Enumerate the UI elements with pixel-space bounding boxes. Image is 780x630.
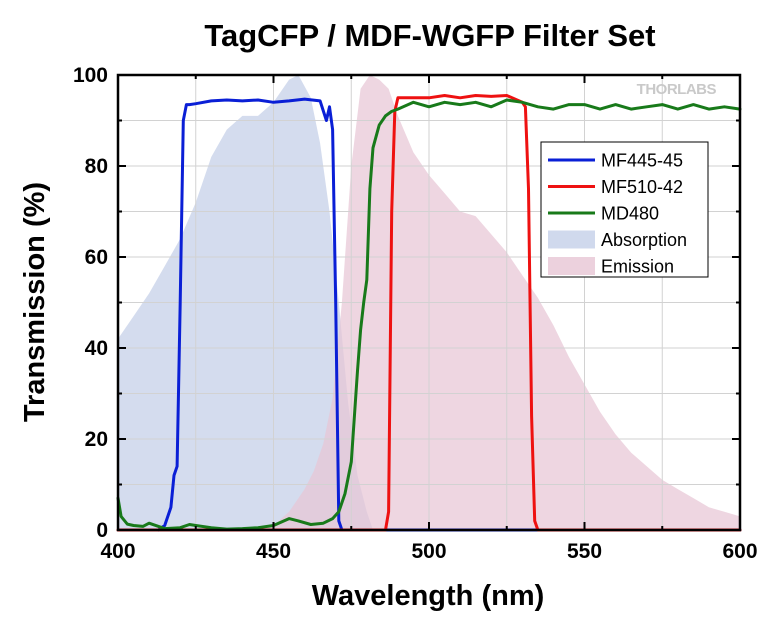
x-tick-label: 400 bbox=[100, 540, 135, 563]
emission-legend-swatch bbox=[548, 257, 595, 275]
x-tick-label: 600 bbox=[722, 540, 757, 563]
chart-title: TagCFP / MDF-WGFP Filter Set bbox=[204, 18, 655, 53]
md480-line bbox=[116, 98, 742, 531]
mf445-45-line bbox=[156, 97, 742, 532]
chart-legend: MF445-45 MF510-42 MD480 Absorption Emission bbox=[540, 141, 709, 278]
y-tick-label: 60 bbox=[85, 246, 108, 269]
y-tick-label: 100 bbox=[73, 64, 108, 87]
y-tick-label: 0 bbox=[96, 519, 108, 542]
y-axis-label: Transmission (%) bbox=[19, 182, 51, 422]
axis-ticks: 400 450 500 550 600 0 20 40 60 80 100 bbox=[73, 64, 758, 563]
x-axis-label: Wavelength (nm) bbox=[312, 580, 545, 612]
x-tick-label: 500 bbox=[411, 540, 446, 563]
md480-legend-label: MD480 bbox=[601, 204, 659, 224]
absorption-legend-swatch bbox=[548, 230, 595, 249]
absorption-legend-label: Absorption bbox=[601, 230, 687, 250]
mf445-45-legend-label: MF445-45 bbox=[601, 151, 683, 171]
y-tick-label: 80 bbox=[85, 155, 108, 178]
line-series-group bbox=[116, 94, 742, 532]
mf510-42-legend-label: MF510-42 bbox=[601, 177, 683, 197]
emission-legend-label: Emission bbox=[601, 257, 674, 277]
x-tick-label: 450 bbox=[256, 540, 291, 563]
y-tick-label: 40 bbox=[85, 337, 108, 360]
x-tick-label: 550 bbox=[567, 540, 602, 563]
thorlabs-watermark: THORLABS bbox=[637, 81, 717, 98]
legend-box bbox=[540, 141, 709, 278]
mf510-42-line bbox=[116, 94, 742, 532]
y-tick-label: 20 bbox=[85, 428, 108, 451]
